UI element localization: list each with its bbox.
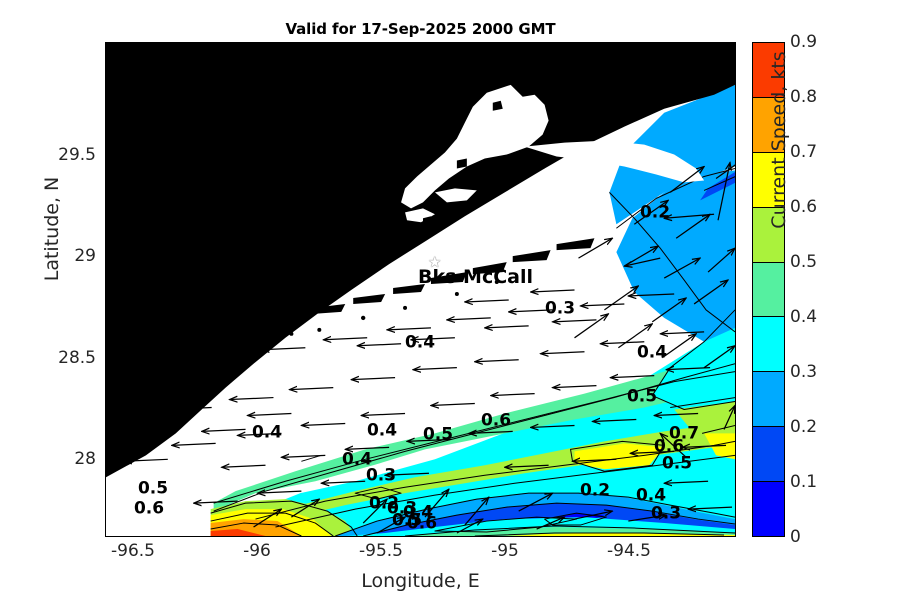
contour-label: 0.4 [251, 422, 283, 443]
x-tick: -95.5 [359, 541, 403, 561]
contour-label: 0.3 [365, 465, 397, 486]
contour-label: 0.3 [386, 498, 418, 519]
station-marker-star: ★ [428, 253, 442, 271]
map-plot-area: ★ Bks McCall 0.2 0.3 0.4 0.4 0.5 0.4 0.4… [106, 43, 735, 536]
contour-label: 0.4 [402, 502, 434, 523]
contour-label: 0.2 [579, 480, 611, 501]
contour-label: 0.5 [137, 478, 169, 499]
contour-label: 0.6 [653, 436, 685, 457]
y-axis-label: Latitude, N [41, 176, 63, 282]
contour-label: 0.3 [544, 298, 576, 319]
colorbar-tick: 0.1 [790, 472, 818, 492]
colorbar-tick: 0.2 [790, 417, 818, 437]
contour-label: 0.4 [366, 420, 398, 441]
figure-title: Valid for 17-Sep-2025 2000 GMT [285, 20, 556, 38]
colorbar-tick: 0.6 [790, 197, 818, 217]
colorbar-tick: 0.5 [790, 252, 818, 272]
contour-label: 0.2 [639, 202, 671, 223]
contour-label: 0.5 [422, 424, 454, 445]
y-tick: 29.5 [58, 145, 96, 165]
contour-label: 0.5 [661, 453, 693, 474]
colorbar-tick: 0.8 [790, 87, 818, 107]
x-tick: -96 [243, 541, 271, 561]
contour-label: 0.6 [480, 410, 512, 431]
contour-label: 0.4 [404, 332, 436, 353]
colorbar-tick: 0.3 [790, 362, 818, 382]
colorbar-tick: 0.9 [790, 32, 818, 52]
colorbar-band-0.2-0.3 [753, 371, 784, 427]
colorbar-band-0.6-0.7 [753, 151, 784, 207]
contour-label: 0.5 [626, 386, 658, 407]
contour-label: 0.6 [406, 513, 438, 534]
contour-label: 0.4 [341, 449, 373, 470]
colorbar-title: Current Speed, kts [768, 51, 790, 229]
colorbar[interactable] [752, 42, 785, 537]
contour-label: 0.6 [133, 498, 165, 519]
x-tick: -96.5 [111, 541, 155, 561]
contour-label: 0.5 [391, 510, 423, 531]
colorbar-band-0.5-0.6 [753, 206, 784, 262]
map-axes[interactable]: ★ Bks McCall 0.2 0.3 0.4 0.4 0.5 0.4 0.4… [105, 42, 736, 537]
station-label: Bks McCall [418, 266, 534, 288]
colorbar-band-0.1-0.2 [753, 426, 784, 482]
contour-label: 0.4 [636, 342, 668, 363]
colorbar-band-0.7-0.8 [753, 96, 784, 152]
y-tick: 29 [74, 246, 96, 266]
contour-label: 0.3 [650, 503, 682, 524]
contour-label: 0.7 [668, 423, 700, 444]
colorbar-tick: 0 [790, 527, 801, 547]
colorbar-band-0.3-0.4 [753, 316, 784, 372]
colorbar-tick: 0.4 [790, 307, 818, 327]
y-tick: 28.5 [58, 348, 96, 368]
colorbar-tick: 0.7 [790, 142, 818, 162]
colorbar-band-0.4-0.5 [753, 261, 784, 317]
colorbar-band-0.8-0.9 [753, 43, 784, 97]
x-axis-label: Longitude, E [361, 570, 480, 592]
y-tick: 28 [74, 449, 96, 469]
x-tick: -94.5 [607, 541, 651, 561]
current-speed-contour-field [106, 43, 735, 536]
colorbar-band-0-0.1 [753, 481, 784, 537]
contour-label: 0.4 [635, 485, 667, 506]
contour-label: 0.2 [368, 493, 400, 514]
x-tick: -95 [491, 541, 519, 561]
